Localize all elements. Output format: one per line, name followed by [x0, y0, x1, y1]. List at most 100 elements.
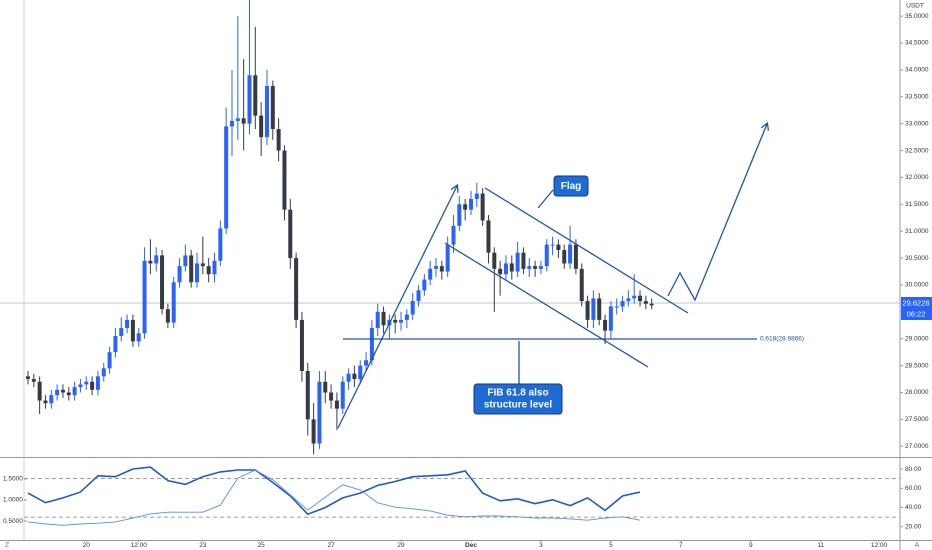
x-tick-label: 12:00 — [131, 542, 148, 549]
candle-body — [603, 319, 608, 331]
x-tick-label: 9 — [749, 542, 753, 549]
candle-body — [527, 266, 532, 269]
y-tick-label: 29.0000 — [905, 335, 929, 342]
x-tick-label: 29 — [397, 542, 405, 549]
corner-left[interactable]: Z — [5, 542, 10, 549]
candle-body — [364, 360, 369, 366]
last-price-box — [901, 297, 932, 309]
candle-body — [521, 252, 526, 269]
candle-body — [375, 311, 380, 328]
candle-body — [573, 244, 578, 269]
candle-body — [183, 255, 188, 267]
candle-body — [171, 282, 176, 323]
candle-body — [276, 129, 281, 151]
fib-label: 0.618(28.9866) — [760, 336, 804, 343]
candle-body — [614, 306, 619, 308]
candle-body — [550, 244, 555, 246]
candle-body — [381, 311, 386, 326]
candle-body — [119, 327, 124, 337]
candle-body — [60, 389, 65, 393]
candle-body — [270, 86, 275, 130]
candle-body — [544, 244, 549, 267]
candle-body — [434, 266, 439, 269]
candle-body — [445, 244, 450, 272]
candle-body — [299, 319, 304, 371]
candle-body — [498, 268, 503, 275]
x-tick-label: 3 — [539, 542, 543, 549]
x-tick-label: 27 — [327, 542, 335, 549]
candle-body — [160, 255, 165, 310]
candle-body — [78, 384, 83, 388]
countdown: 06:22 — [907, 309, 926, 318]
candle-body — [84, 381, 89, 385]
candle-body — [393, 319, 398, 323]
candle-body — [288, 209, 293, 259]
x-tick-label: 23 — [199, 542, 207, 549]
candle-body — [579, 268, 584, 302]
y-tick-label: 27.0000 — [905, 443, 929, 450]
y-tick-label: 28.5000 — [905, 362, 929, 369]
candle-body — [597, 298, 602, 320]
candle-body — [253, 75, 258, 116]
candle-body — [282, 150, 287, 210]
candle-body — [643, 301, 648, 304]
y-tick-label: 0.5000 — [3, 518, 23, 525]
y2-tick-label: 20.00 — [905, 523, 922, 530]
flag-pointer — [537, 189, 554, 209]
candle-body — [509, 263, 514, 272]
y-tick-label: 31.0000 — [905, 228, 929, 235]
candle-body — [439, 266, 444, 272]
candle-body — [329, 392, 334, 401]
indicator-line — [27, 469, 641, 526]
candle-body — [533, 266, 538, 269]
candle-body — [334, 400, 339, 409]
candle-body — [410, 301, 415, 315]
y-tick-label: 35.0000 — [905, 13, 929, 20]
x-tick-label: 5 — [609, 542, 613, 549]
candle-body — [404, 314, 409, 320]
x-tick-label: 25 — [258, 542, 266, 549]
candle-body — [515, 252, 520, 272]
candle-body — [626, 298, 631, 302]
candle-body — [585, 301, 590, 320]
candle-body — [37, 381, 42, 401]
candle-body — [538, 266, 543, 269]
y-tick-label: 1.0000 — [3, 497, 23, 504]
candle-body — [416, 290, 421, 302]
candle-body — [241, 118, 246, 124]
y2-tick-label: 40.00 — [905, 504, 922, 511]
candle-body — [451, 225, 456, 245]
candle-body — [486, 220, 491, 253]
candle-body — [31, 379, 36, 382]
candle-body — [130, 319, 135, 342]
candle-body — [294, 258, 299, 320]
projection-arrow — [667, 124, 767, 302]
candle-body — [480, 193, 485, 221]
candle-body — [399, 319, 404, 323]
candle-body — [229, 120, 234, 127]
candle-body — [428, 268, 433, 280]
candle-body — [189, 255, 194, 283]
y-tick-label: 28.0000 — [905, 389, 929, 396]
candle-body — [352, 373, 357, 380]
candle-body — [556, 244, 561, 251]
fib-callout — [473, 383, 563, 415]
candle-body — [66, 392, 71, 396]
candle-body — [25, 376, 30, 380]
candle-body — [562, 250, 567, 264]
x-tick-label: 12:00 — [871, 542, 888, 549]
candle-body — [107, 352, 112, 369]
flag-callout — [553, 175, 589, 197]
y-tick-label: 33.0000 — [905, 120, 929, 127]
candle-body — [346, 373, 351, 382]
candle-body — [72, 387, 77, 396]
corner-right[interactable]: A — [915, 542, 920, 549]
y-tick-label: 34.5000 — [905, 40, 929, 47]
y-tick-label: 34.0000 — [905, 67, 929, 74]
candle-body — [638, 295, 643, 302]
candle-body — [49, 395, 54, 404]
flag-upper-line — [484, 187, 689, 314]
y-tick-label: 31.5000 — [905, 201, 929, 208]
candle-body — [503, 263, 508, 275]
